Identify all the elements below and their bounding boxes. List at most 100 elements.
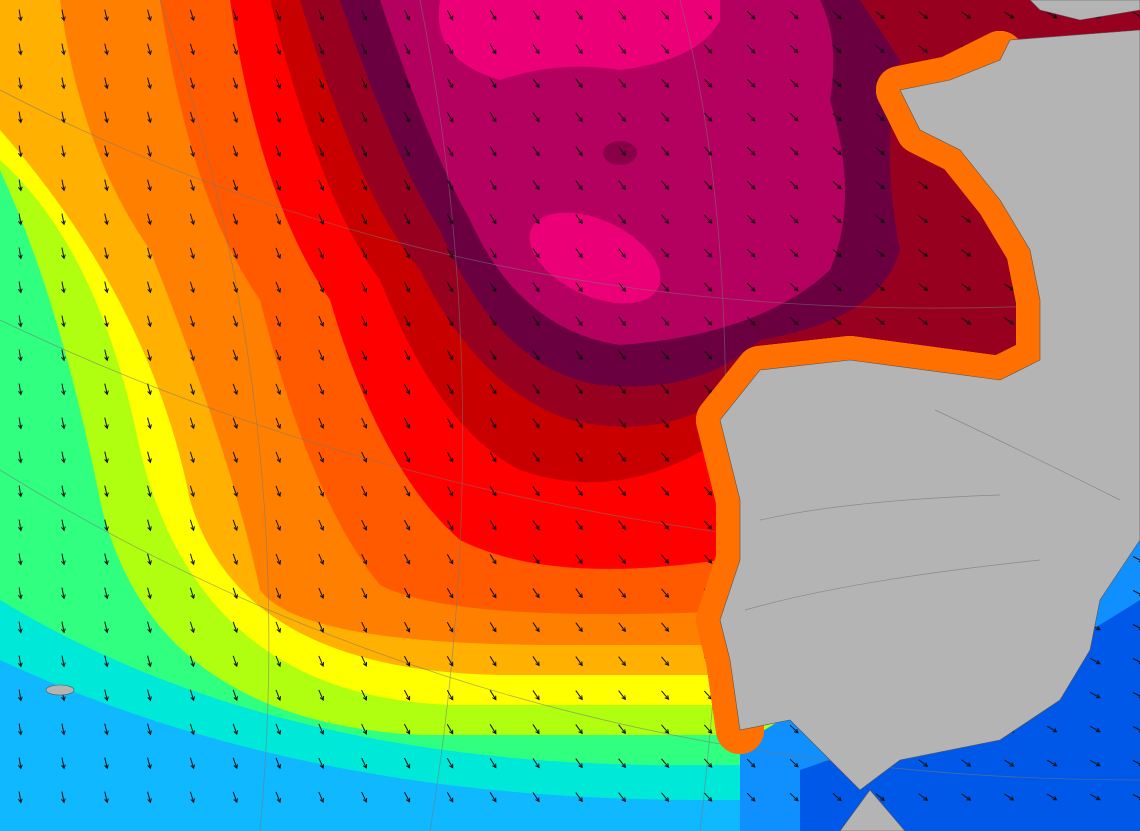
wave-arrow: [1004, 317, 1015, 325]
wave-arrow: [147, 757, 152, 770]
wave-arrow: [232, 383, 238, 396]
wave-arrow: [703, 112, 713, 122]
wave-arrow: [104, 179, 109, 192]
wave-arrow: [232, 655, 238, 668]
wave-arrow: [532, 180, 540, 191]
wave-arrow: [318, 77, 325, 90]
wave-arrow: [532, 248, 540, 259]
wave-arrow: [104, 621, 109, 634]
wave-arrow: [232, 791, 238, 804]
wave-arrow: [703, 248, 713, 258]
wave-arrow: [1132, 692, 1140, 699]
wave-arrow: [104, 417, 109, 430]
wave-arrow: [961, 793, 972, 801]
wave-arrow: [875, 181, 886, 190]
wave-arrow: [1004, 759, 1015, 767]
wave-arrow: [918, 215, 929, 223]
wave-arrow: [189, 655, 195, 668]
wave-arrow: [532, 282, 540, 293]
wave-arrow: [532, 724, 540, 735]
border: [744, 559, 1041, 611]
wave-arrow: [147, 43, 152, 56]
wave-arrow: [961, 759, 972, 767]
wave-arrow: [875, 113, 886, 122]
wave-arrow: [703, 520, 713, 530]
wave-arrow: [61, 349, 66, 362]
wave-arrow: [404, 485, 411, 497]
wave-arrow: [318, 519, 325, 532]
wave-arrow: [1089, 725, 1101, 733]
wave-arrow: [1089, 691, 1101, 699]
wave-arrow: [532, 758, 540, 769]
band: [529, 212, 661, 304]
wave-arrow: [318, 111, 325, 124]
wave-arrow: [489, 282, 497, 293]
wave-arrow: [1089, 657, 1101, 665]
wave-arrow: [361, 43, 368, 55]
wave-arrow: [832, 180, 842, 190]
wave-arrow: [618, 452, 627, 463]
wave-arrow: [147, 145, 152, 158]
wave-arrow: [446, 723, 454, 735]
wave-arrow: [875, 249, 886, 258]
wave-arrow: [532, 452, 540, 463]
wave-arrow: [361, 179, 368, 191]
wave-arrow: [832, 44, 842, 54]
wave-arrow: [318, 349, 325, 362]
wave-arrow: [404, 349, 411, 361]
wave-arrow: [189, 9, 195, 22]
wave-arrow: [104, 315, 109, 328]
wave-arrow: [318, 689, 325, 702]
wave-arrow: [232, 315, 238, 328]
wave-arrow: [661, 78, 670, 89]
border: [759, 494, 1001, 521]
wave-arrow: [404, 621, 411, 633]
wave-arrow: [703, 554, 713, 564]
wave-arrow: [961, 283, 972, 291]
wave-arrow: [575, 112, 583, 123]
wave-arrow: [104, 553, 109, 566]
wave-arrow: [746, 316, 756, 326]
wave-arrow: [18, 213, 23, 226]
wave-arrow: [18, 247, 23, 260]
wave-arrow: [61, 43, 66, 56]
wave-arrow: [18, 349, 23, 362]
wave-arrow: [532, 316, 540, 327]
wave-arrow: [275, 111, 282, 124]
wave-arrow: [61, 621, 66, 634]
wave-arrow: [789, 724, 799, 734]
wave-arrow: [189, 791, 195, 804]
wave-arrow: [189, 553, 195, 566]
wave-arrow: [532, 44, 540, 55]
wave-arrow: [189, 213, 195, 226]
wave-arrow: [618, 112, 627, 123]
wave-arrow: [189, 723, 195, 736]
wave-arrow: [746, 792, 756, 802]
wave-arrow: [404, 587, 411, 599]
wave-arrow: [189, 145, 195, 158]
wave-arrow: [961, 249, 972, 257]
wave-arrow: [618, 554, 627, 565]
wave-arrow: [532, 214, 540, 225]
wave-arrow: [61, 213, 66, 226]
wave-arrow: [147, 655, 152, 668]
wave-arrow: [18, 77, 23, 90]
wave-arrow: [275, 349, 282, 362]
wave-arrow: [446, 485, 454, 497]
wave-arrow: [618, 384, 627, 395]
wave-arrow: [575, 248, 583, 259]
wave-arrow: [189, 315, 195, 328]
wave-arrow: [18, 723, 23, 736]
wave-arrow: [61, 791, 66, 804]
wave-arrow: [147, 247, 152, 260]
wave-arrow: [789, 112, 799, 122]
wave-arrow: [532, 112, 540, 123]
wave-arrow: [446, 247, 454, 259]
wave-arrow: [618, 248, 627, 259]
wave-arrow: [575, 690, 583, 701]
wave-arrow: [147, 451, 152, 464]
wave-arrow: [232, 77, 238, 90]
wave-arrow: [832, 146, 842, 156]
wave-arrow: [189, 179, 195, 192]
wave-arrow: [104, 451, 109, 464]
